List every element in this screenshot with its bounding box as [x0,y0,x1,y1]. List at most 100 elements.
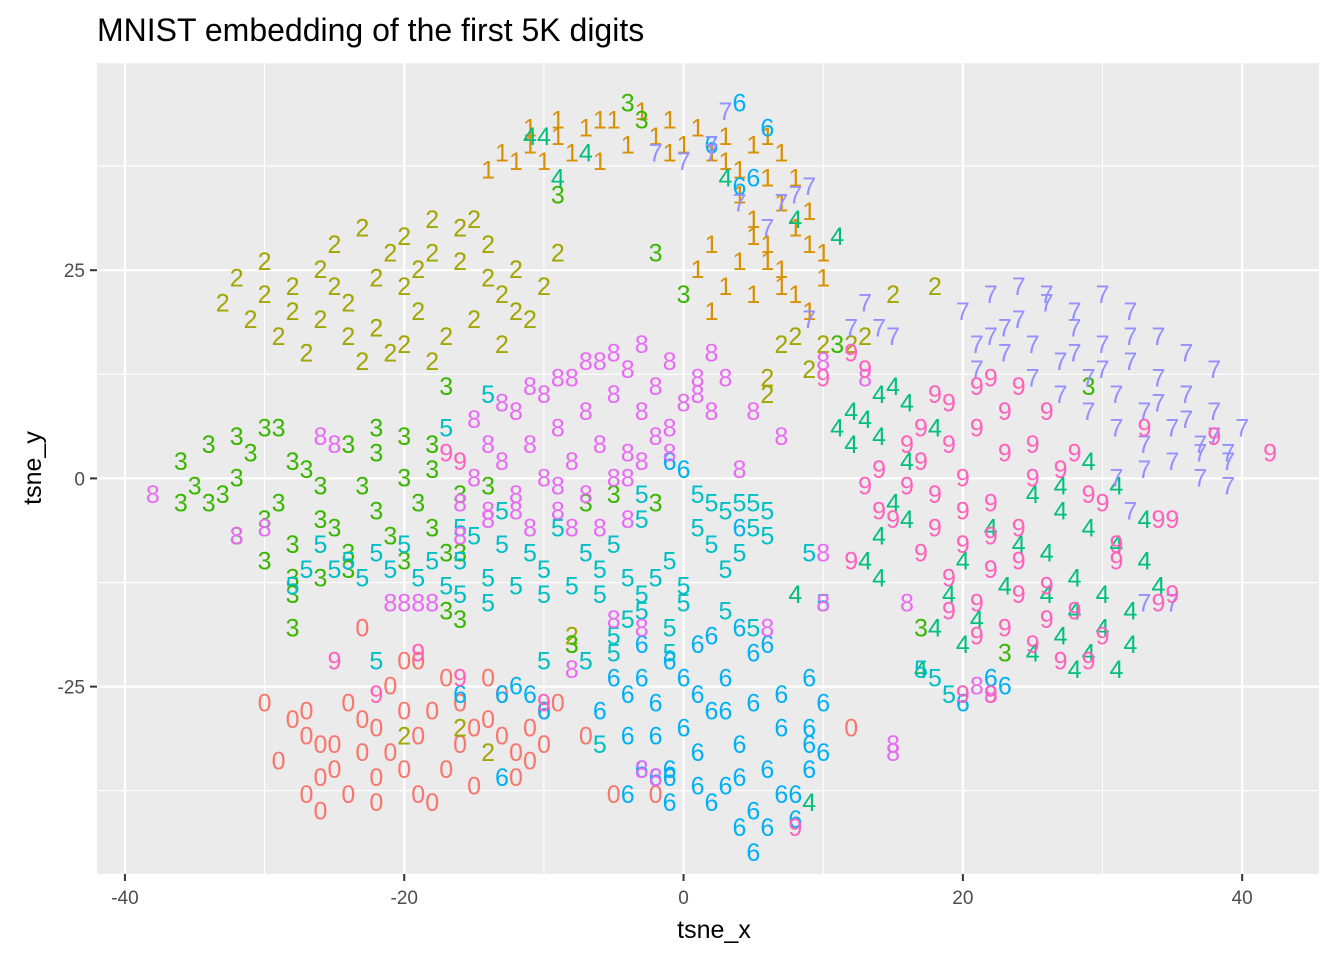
data-point-digit-7: 7 [956,298,970,326]
data-point-digit-8: 8 [677,389,691,417]
data-point-digit-0: 0 [313,764,327,792]
data-point-digit-2: 2 [858,323,872,351]
data-point-digit-2: 2 [369,315,383,343]
data-point-digit-2: 2 [760,364,774,392]
data-point-digit-2: 2 [537,273,551,301]
data-point-digit-3: 3 [383,523,397,551]
data-point-digit-5: 5 [677,589,691,617]
data-point-digit-4: 4 [719,165,733,193]
data-point-digit-6: 6 [677,456,691,484]
data-point-digit-5: 5 [397,531,411,559]
data-point-digit-0: 0 [537,698,551,726]
data-point-digit-5: 5 [928,664,942,692]
data-point-digit-2: 2 [258,281,272,309]
data-point-digit-1: 1 [481,156,495,184]
data-point-digit-7: 7 [1151,389,1165,417]
data-point-digit-1: 1 [774,140,788,168]
data-point-digit-2: 2 [369,265,383,293]
data-point-digit-7: 7 [1068,339,1082,367]
data-point-digit-5: 5 [621,606,635,634]
data-point-digit-8: 8 [551,473,565,501]
data-point-digit-4: 4 [886,373,900,401]
data-point-digit-8: 8 [607,464,621,492]
data-point-digit-0: 0 [258,689,272,717]
data-point-digit-1: 1 [705,298,719,326]
x-tick-label: -40 [111,888,138,909]
data-point-digit-8: 8 [258,514,272,542]
data-point-digit-7: 7 [1179,381,1193,409]
data-point-digit-2: 2 [327,273,341,301]
data-point-digit-9: 9 [928,514,942,542]
data-point-digit-0: 0 [411,781,425,809]
data-point-digit-4: 4 [886,489,900,517]
data-point-digit-8: 8 [621,506,635,534]
data-point-digit-8: 8 [621,439,635,467]
data-point-digit-6: 6 [663,789,677,817]
data-point-digit-2: 2 [411,298,425,326]
data-point-digit-6: 6 [760,814,774,842]
data-point-digit-4: 4 [1137,548,1151,576]
data-point-digit-1: 1 [746,223,760,251]
data-point-digit-8: 8 [509,398,523,426]
data-point-digit-6: 6 [788,781,802,809]
data-point-digit-1: 1 [816,265,830,293]
data-point-digit-9: 9 [788,814,802,842]
data-point-digit-5: 5 [746,514,760,542]
data-point-digit-9: 9 [942,598,956,626]
data-point-digit-5: 5 [746,614,760,642]
data-point-digit-6: 6 [635,756,649,784]
data-point-digit-1: 1 [760,165,774,193]
data-point-digit-1: 1 [705,140,719,168]
data-point-digit-7: 7 [1124,498,1138,526]
data-point-digit-4: 4 [1110,531,1124,559]
data-point-digit-9: 9 [914,414,928,442]
data-point-digit-9: 9 [998,614,1012,642]
data-point-digit-5: 5 [746,489,760,517]
data-point-digit-5: 5 [635,481,649,509]
x-axis-label: tsne_x [677,916,751,944]
data-point-digit-9: 9 [886,506,900,534]
data-point-digit-0: 0 [397,698,411,726]
data-point-digit-9: 9 [844,339,858,367]
data-point-digit-9: 9 [369,681,383,709]
data-point-digit-1: 1 [774,256,788,284]
data-point-digit-4: 4 [1124,631,1138,659]
data-point-digit-1: 1 [537,148,551,176]
data-point-digit-5: 5 [607,623,621,651]
data-point-digit-9: 9 [872,456,886,484]
data-point-digit-4: 4 [537,123,551,151]
data-point-digit-4: 4 [788,581,802,609]
data-point-digit-8: 8 [858,364,872,392]
data-point-digit-6: 6 [732,814,746,842]
data-point-digit-8: 8 [579,481,593,509]
data-point-digit-0: 0 [286,706,300,734]
data-point-digit-6: 6 [719,773,733,801]
data-point-digit-0: 0 [300,723,314,751]
data-point-digit-9: 9 [1026,464,1040,492]
data-point-digit-3: 3 [1082,373,1096,401]
data-point-digit-1: 1 [649,123,663,151]
data-point-digit-7: 7 [1012,306,1026,334]
data-point-digit-5: 5 [495,498,509,526]
data-point-digit-8: 8 [649,423,663,451]
data-point-digit-0: 0 [397,648,411,676]
data-point-digit-8: 8 [746,398,760,426]
data-point-digit-9: 9 [1151,506,1165,534]
data-point-digit-6: 6 [732,90,746,118]
data-point-digit-0: 0 [397,756,411,784]
data-point-digit-5: 5 [453,548,467,576]
data-point-digit-7: 7 [1096,331,1110,359]
data-point-digit-1: 1 [579,115,593,143]
data-point-digit-7: 7 [1054,348,1068,376]
data-point-digit-4: 4 [1096,581,1110,609]
data-point-digit-4: 4 [956,631,970,659]
data-point-digit-3: 3 [369,498,383,526]
data-point-digit-2: 2 [355,215,369,243]
data-point-digit-5: 5 [719,598,733,626]
data-point-digit-2: 2 [286,273,300,301]
data-point-digit-7: 7 [998,339,1012,367]
data-point-digit-0: 0 [509,764,523,792]
data-point-digit-5: 5 [635,598,649,626]
data-point-digit-2: 2 [230,265,244,293]
data-point-digit-6: 6 [691,739,705,767]
